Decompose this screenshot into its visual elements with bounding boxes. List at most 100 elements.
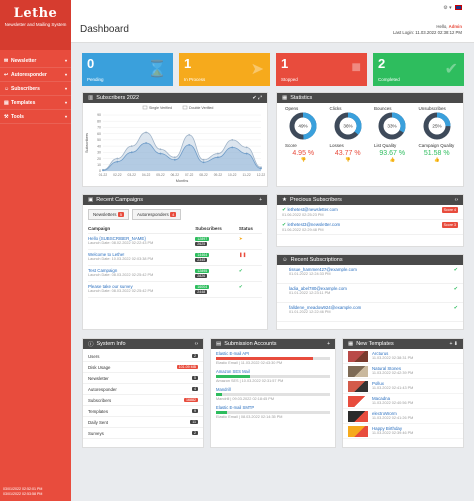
stat-label: Pending (87, 77, 104, 82)
subscriber-email[interactable]: ladia_abel780@example.com (289, 286, 347, 291)
score-value: 51.58 % (423, 150, 450, 157)
panel-title: Statistics (290, 95, 313, 101)
stat-card-stopped[interactable]: 1 Stopped ■ (276, 53, 367, 86)
stat-card-completed[interactable]: 2 Completed ✔ (373, 53, 464, 86)
subscriber-pill: 16004 (195, 285, 210, 289)
metric-clicks: Clicks 36% (326, 106, 371, 142)
data-point (173, 156, 176, 159)
account-link[interactable]: Elastic E-mail API (216, 351, 250, 356)
sent-pill: 2826 (195, 274, 208, 278)
plus-icon[interactable]: + ⬇ (449, 341, 459, 347)
sidebar-item-label: Templates (11, 99, 36, 106)
subscriber-email[interactable]: ✔ lethetest3@newsletter.com (282, 222, 442, 228)
table-row: Test Campaign Launch Date: 08.03.2022 02:… (88, 265, 262, 282)
info-label: Disk Usage (88, 364, 111, 370)
metric-opens: Opens 49% (281, 106, 326, 142)
gear-icon[interactable]: ⚙ (443, 5, 448, 11)
metric-unsubscribes: Unsubscribes 25% (415, 106, 460, 142)
panel-title: Precious Subscribers (289, 197, 342, 203)
info-row: Users 2 (83, 351, 203, 362)
logo[interactable]: Lethe Newsletter and Mailing System (0, 0, 71, 50)
stat-card-in-process[interactable]: 1 In Process ➤ (179, 53, 270, 86)
subscriber-email[interactable]: tissue_hammer427@example.com (289, 267, 357, 272)
account-link[interactable]: Amazon SES Mail (216, 369, 250, 374)
subscriber-email[interactable]: falldene_meadow924@example.com (289, 305, 362, 310)
data-point (245, 146, 248, 149)
donut-arc (423, 112, 451, 140)
plus-icon[interactable]: + (259, 197, 262, 203)
template-link[interactable]: Arcturus (372, 351, 389, 356)
campaign-link[interactable]: Welcome to Lethe! (88, 252, 125, 257)
x-tick-label: 11-22 (243, 173, 251, 177)
template-link[interactable]: Natural Stones (372, 366, 402, 371)
metric-bounces: Bounces 33% (370, 106, 415, 142)
account-date: Amazon SES | 10.03.2022 02:31:57 PM (216, 379, 284, 383)
donut-arc (289, 112, 317, 140)
template-link[interactable]: Pollux (372, 381, 384, 386)
data-point (159, 148, 162, 151)
score-label: Campaign Quality (418, 143, 455, 148)
tab-autoresponders[interactable]: Autoresponders 4 (132, 209, 182, 220)
tab-newsletters[interactable]: Newsletters 5 (88, 209, 130, 220)
panel-title: System Info (96, 341, 126, 347)
legend-entry: Double Verified (189, 106, 213, 110)
template-link[interactable]: Macadna (372, 396, 391, 401)
template-link[interactable]: electroWorm (372, 411, 397, 416)
score-value: 4.95 % (292, 150, 315, 157)
score-item: Score 4.95 % 👎 (281, 143, 326, 163)
template-item[interactable]: Arcturus 11.03.2022 02:38:31 PM (343, 349, 463, 364)
y-tick-label: 70 (97, 126, 101, 130)
template-item[interactable]: Macadna 11.03.2022 02:40:56 PM (343, 394, 463, 409)
data-point (217, 152, 219, 155)
reply-icon: ↩ (4, 71, 9, 78)
donut-label: 25% (432, 124, 441, 129)
data-point (260, 167, 262, 170)
plus-icon[interactable]: + (327, 341, 330, 347)
sidebar-item-label: Autoresponder (11, 71, 47, 78)
template-link[interactable]: Happy Birthday (372, 426, 403, 431)
template-date: 11.03.2022 02:41:26 PM (372, 416, 414, 420)
subscriber-email[interactable]: ✔ lethetest@newsletter.com (282, 207, 442, 213)
panel-header: ▣ Recent Campaigns + (83, 195, 267, 205)
template-item[interactable]: Natural Stones 11.03.2022 02:42:39 PM (343, 364, 463, 379)
x-tick-label: 01-22 (99, 173, 108, 177)
data-point (188, 143, 191, 146)
template-item[interactable]: electroWorm 11.03.2022 02:41:26 PM (343, 409, 463, 424)
check-icon: ✔ (453, 267, 458, 273)
collapse-icon[interactable]: ‹› (454, 197, 458, 203)
flag-icon[interactable] (455, 5, 462, 11)
collapse-icon[interactable]: ✔ ⤢ (252, 95, 262, 101)
campaign-link[interactable]: Hello {SUBSCRIBER_NAME} (88, 236, 146, 241)
collapse-icon[interactable]: ‹› (194, 341, 198, 347)
panel-title: Subscribers 2022 (96, 95, 140, 101)
template-item[interactable]: Pollux 11.03.2022 02:41:43 PM (343, 379, 463, 394)
account-link[interactable]: Elastic E-mail SMTP (216, 405, 255, 410)
y-tick-label: 40 (97, 144, 101, 148)
table-row: Please take our survey Launch Date: 08.03… (88, 281, 262, 298)
stat-value: 0 (87, 56, 95, 71)
data-point (260, 166, 262, 169)
sidebar-item-subscribers[interactable]: ☺ Subscribers ▾ (0, 82, 71, 96)
usage-fill (216, 357, 313, 360)
campaign-link[interactable]: Test Campaign (88, 268, 118, 273)
data-point (130, 151, 133, 154)
sidebar-item-autoresponder[interactable]: ↩ Autoresponder ▾ (0, 68, 71, 82)
template-item[interactable]: Happy Birthday 11.03.2022 02:39:46 PM (343, 424, 463, 439)
stat-value: 1 (184, 56, 192, 71)
data-point (116, 157, 119, 160)
campaign-link[interactable]: Please take our survey (88, 284, 133, 289)
account-link[interactable]: Mandrill (216, 387, 231, 392)
subscriber-pill: 12895 (195, 269, 210, 273)
sidebar-item-templates[interactable]: ▤ Templates ▾ (0, 96, 71, 110)
sidebar-item-tools[interactable]: ⚒ Tools ▾ (0, 110, 71, 124)
sidebar-item-newsletter[interactable]: ✉ Newsletter ▾ (0, 54, 71, 68)
chevron-down-icon[interactable]: ▾ (449, 5, 452, 11)
wrench-icon: ⚒ (4, 113, 9, 120)
subscriber-date: 01.01.2022 12:23:11 PM (289, 291, 331, 295)
info-label: Subscribers (88, 397, 112, 403)
user-name[interactable]: Admin (448, 24, 462, 29)
stat-card-pending[interactable]: 0 Pending ⌛ (82, 53, 173, 86)
sidebar-nav: ✉ Newsletter ▾ ↩ Autoresponder ▾ ☺ Subscriber… (0, 54, 71, 124)
subscriber-date: 01.06.2022 02:25:23 PM (282, 213, 324, 217)
check-icon: ✔ (282, 222, 287, 228)
